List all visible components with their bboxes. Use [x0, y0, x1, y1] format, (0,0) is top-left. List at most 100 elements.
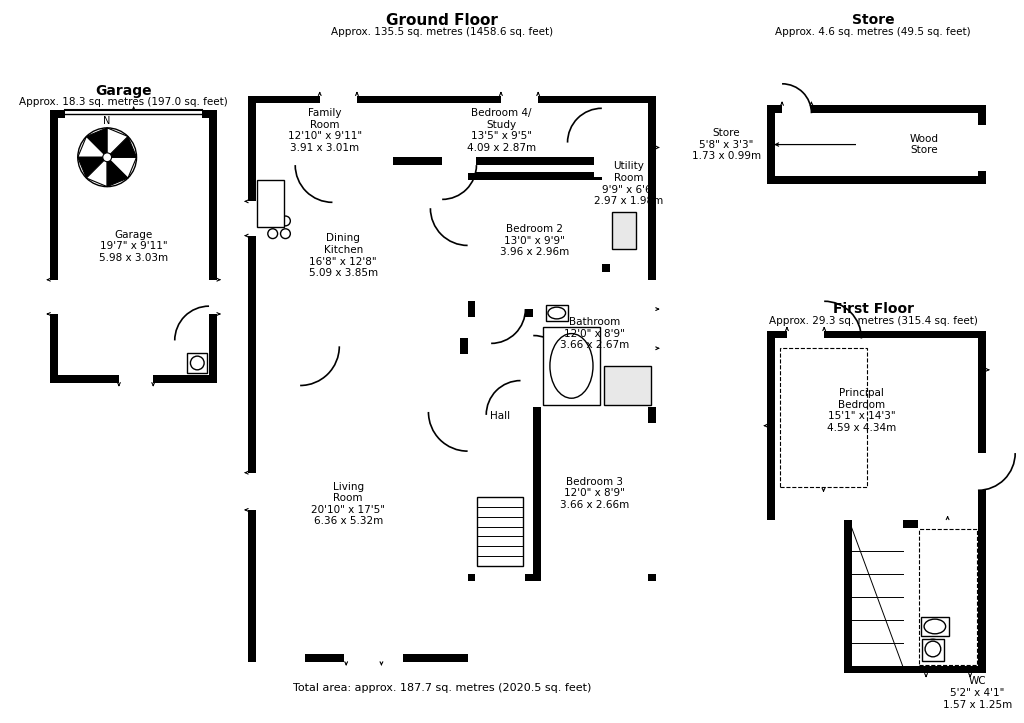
- Bar: [247, 473, 257, 510]
- Bar: [401, 95, 602, 165]
- Bar: [844, 520, 910, 674]
- Circle shape: [102, 153, 112, 162]
- Bar: [562, 572, 611, 581]
- Bar: [871, 114, 978, 176]
- Bar: [594, 103, 602, 158]
- Bar: [787, 329, 824, 338]
- Text: Bedroom 2
13'0" x 9'9"
3.96 x 2.96m: Bedroom 2 13'0" x 9'9" 3.96 x 2.96m: [500, 224, 569, 257]
- Polygon shape: [78, 158, 108, 178]
- Bar: [767, 106, 863, 184]
- Bar: [346, 652, 381, 662]
- Bar: [855, 139, 871, 166]
- Text: Approx. 4.6 sq. metres (49.5 sq. feet): Approx. 4.6 sq. metres (49.5 sq. feet): [775, 27, 971, 37]
- Text: Living
Room
20'10" x 17'5"
6.36 x 5.32m: Living Room 20'10" x 17'5" 6.36 x 5.32m: [311, 482, 385, 526]
- Ellipse shape: [924, 619, 945, 634]
- Bar: [50, 110, 217, 382]
- Bar: [295, 158, 333, 173]
- Ellipse shape: [548, 307, 565, 319]
- Bar: [477, 572, 507, 581]
- Text: Approx. 135.5 sq. metres (1458.6 sq. feet): Approx. 135.5 sq. metres (1458.6 sq. fee…: [331, 27, 553, 37]
- Bar: [923, 639, 944, 661]
- Bar: [344, 652, 403, 662]
- Bar: [541, 415, 648, 423]
- Bar: [609, 103, 648, 264]
- Bar: [247, 201, 257, 236]
- Bar: [604, 366, 651, 405]
- Text: Garage
19'7" x 9'11"
5.98 x 3.03m: Garage 19'7" x 9'11" 5.98 x 3.03m: [99, 230, 168, 263]
- Bar: [541, 280, 648, 407]
- Bar: [401, 103, 409, 158]
- Bar: [486, 407, 520, 423]
- Bar: [468, 317, 475, 573]
- Bar: [409, 103, 594, 158]
- Bar: [919, 528, 978, 666]
- Bar: [611, 212, 636, 249]
- Bar: [248, 346, 468, 662]
- Bar: [541, 407, 648, 415]
- Text: Principal
Bedroom
15'1" x 14'3"
4.59 x 4.34m: Principal Bedroom 15'1" x 14'3" 4.59 x 4…: [827, 388, 897, 433]
- Bar: [602, 103, 609, 264]
- Bar: [257, 180, 285, 227]
- Bar: [187, 353, 207, 373]
- Bar: [468, 172, 602, 309]
- Bar: [475, 573, 525, 581]
- Bar: [920, 529, 977, 664]
- Polygon shape: [86, 158, 108, 187]
- Text: Wood
Store: Wood Store: [910, 134, 939, 155]
- Bar: [256, 103, 393, 158]
- Text: Garage: Garage: [95, 84, 153, 98]
- Bar: [525, 317, 534, 573]
- Bar: [543, 327, 600, 405]
- Bar: [594, 180, 602, 301]
- Bar: [919, 520, 978, 528]
- Bar: [546, 305, 567, 321]
- Bar: [780, 348, 867, 487]
- Bar: [541, 272, 648, 280]
- Bar: [475, 180, 594, 301]
- Bar: [767, 330, 986, 520]
- Text: Store
5'8" x 3'3"
1.73 x 0.99m: Store 5'8" x 3'3" 1.73 x 0.99m: [691, 128, 761, 161]
- Text: Bedroom 3
12'0" x 8'9"
3.66 x 2.66m: Bedroom 3 12'0" x 8'9" 3.66 x 2.66m: [560, 476, 629, 510]
- Bar: [594, 142, 609, 177]
- Bar: [602, 95, 655, 272]
- Bar: [902, 625, 919, 654]
- Bar: [475, 309, 525, 317]
- Bar: [393, 103, 401, 158]
- Bar: [609, 264, 648, 272]
- Bar: [66, 108, 202, 118]
- Polygon shape: [108, 158, 136, 178]
- Bar: [475, 317, 525, 573]
- Bar: [852, 520, 902, 528]
- Polygon shape: [108, 158, 128, 187]
- Text: Bathroom
12'0" x 8'9"
3.66 x 2.67m: Bathroom 12'0" x 8'9" 3.66 x 2.67m: [560, 317, 629, 350]
- Bar: [468, 180, 475, 301]
- Bar: [534, 272, 655, 415]
- Ellipse shape: [550, 333, 593, 398]
- Bar: [910, 520, 986, 674]
- Text: Total area: approx. 187.7 sq. metres (2020.5 sq. feet): Total area: approx. 187.7 sq. metres (20…: [293, 683, 591, 693]
- Bar: [300, 338, 339, 354]
- Bar: [460, 354, 468, 654]
- Bar: [534, 280, 541, 407]
- Bar: [49, 280, 59, 314]
- Bar: [248, 165, 468, 346]
- Bar: [501, 93, 539, 103]
- Bar: [541, 423, 648, 573]
- Text: Approx. 18.3 sq. metres (197.0 sq. feet): Approx. 18.3 sq. metres (197.0 sq. feet): [19, 98, 228, 108]
- Bar: [543, 327, 600, 405]
- Bar: [910, 528, 919, 666]
- Text: Utility
Room
9'9" x 6'6"
2.97 x 1.98m: Utility Room 9'9" x 6'6" 2.97 x 1.98m: [594, 161, 664, 206]
- Bar: [256, 173, 460, 338]
- Text: Ground Floor: Ground Floor: [386, 12, 498, 27]
- Bar: [256, 346, 460, 354]
- Bar: [775, 114, 855, 176]
- Bar: [256, 165, 460, 173]
- Bar: [475, 301, 594, 309]
- Text: Dining
Kitchen
16'8" x 12'8"
5.09 x 3.85m: Dining Kitchen 16'8" x 12'8" 5.09 x 3.85…: [308, 234, 378, 278]
- Bar: [775, 338, 978, 512]
- Bar: [58, 118, 209, 375]
- Text: Approx. 29.3 sq. metres (315.4 sq. feet): Approx. 29.3 sq. metres (315.4 sq. feet): [769, 316, 978, 326]
- Bar: [782, 103, 811, 114]
- Text: N: N: [103, 116, 111, 126]
- Bar: [978, 125, 988, 171]
